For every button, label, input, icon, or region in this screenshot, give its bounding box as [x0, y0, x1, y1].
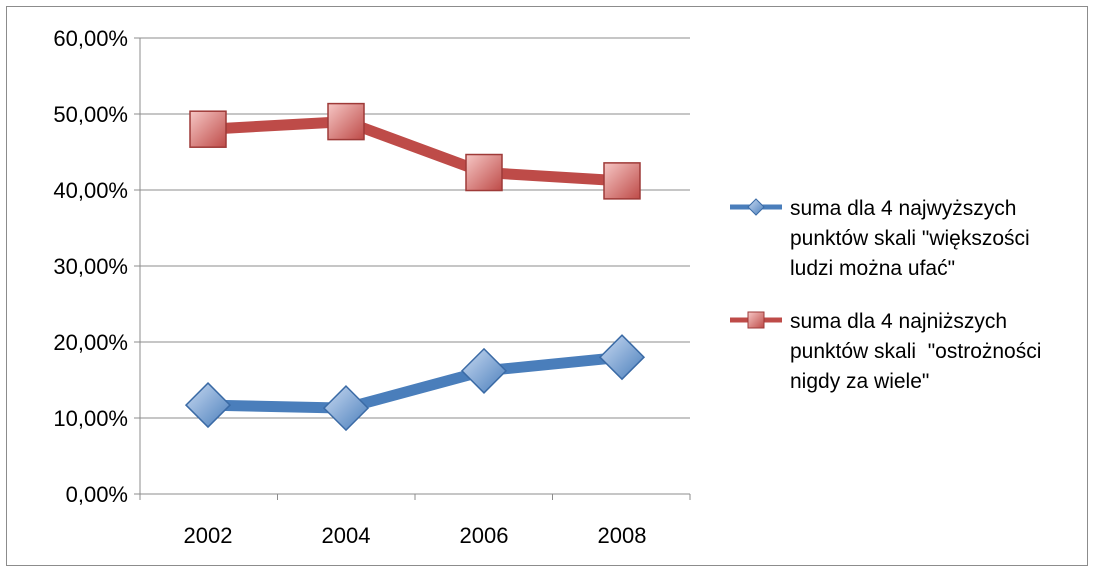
y-tick-label: 30,00% [53, 254, 128, 279]
x-axis-ticks: 2002 2004 2006 2008 [184, 523, 647, 548]
legend-item: suma dla 4 najniższych punktów skali "ost… [730, 310, 1041, 393]
legend-label: ludzi można ufać" [790, 257, 955, 280]
legend: suma dla 4 najwyższych punktów skali "wię… [730, 197, 1041, 393]
series-top-trust [184, 334, 646, 432]
y-tick-label: 40,00% [53, 178, 128, 203]
data-point-square [465, 153, 503, 192]
x-tick-label: 2004 [322, 523, 371, 548]
series [184, 102, 646, 432]
data-point-diamond [460, 347, 508, 394]
series-caution [189, 102, 641, 200]
y-tick-label: 20,00% [53, 330, 128, 355]
legend-marker-square [747, 311, 765, 329]
data-point-diamond [322, 385, 370, 432]
y-tick-label: 60,00% [53, 26, 128, 51]
data-point-square [603, 162, 641, 200]
legend-label: punktów skali "ostrożności [790, 340, 1041, 363]
y-axis-ticks: 0,00% 10,00% 20,00% 30,00% 40,00% 50,00% 60,00… [53, 26, 128, 507]
y-tick-label: 0,00% [66, 482, 128, 507]
x-tick-label: 2002 [184, 523, 233, 548]
legend-label: nigdy za wiele" [790, 370, 929, 393]
data-point-square [189, 110, 227, 148]
series-line [202, 351, 628, 414]
y-tick-label: 10,00% [53, 406, 128, 431]
x-tick-label: 2006 [460, 523, 509, 548]
y-tick-label: 50,00% [53, 102, 128, 127]
legend-marker-diamond [747, 198, 765, 216]
data-point-diamond [184, 382, 232, 429]
data-point-square [327, 102, 365, 141]
x-tick-label: 2008 [598, 523, 647, 548]
gridlines [140, 37, 690, 419]
legend-label: punktów skali "większości [790, 227, 1030, 250]
legend-label: suma dla 4 najniższych [790, 310, 1007, 333]
legend-item: suma dla 4 najwyższych punktów skali "wię… [730, 197, 1030, 280]
series-line [202, 116, 628, 187]
legend-label: suma dla 4 najwyższych [790, 197, 1016, 220]
chart-frame [6, 6, 1088, 566]
data-point-diamond [598, 334, 646, 381]
axes: 0,00% 10,00% 20,00% 30,00% 40,00% 50,00% 60,00… [53, 26, 691, 548]
